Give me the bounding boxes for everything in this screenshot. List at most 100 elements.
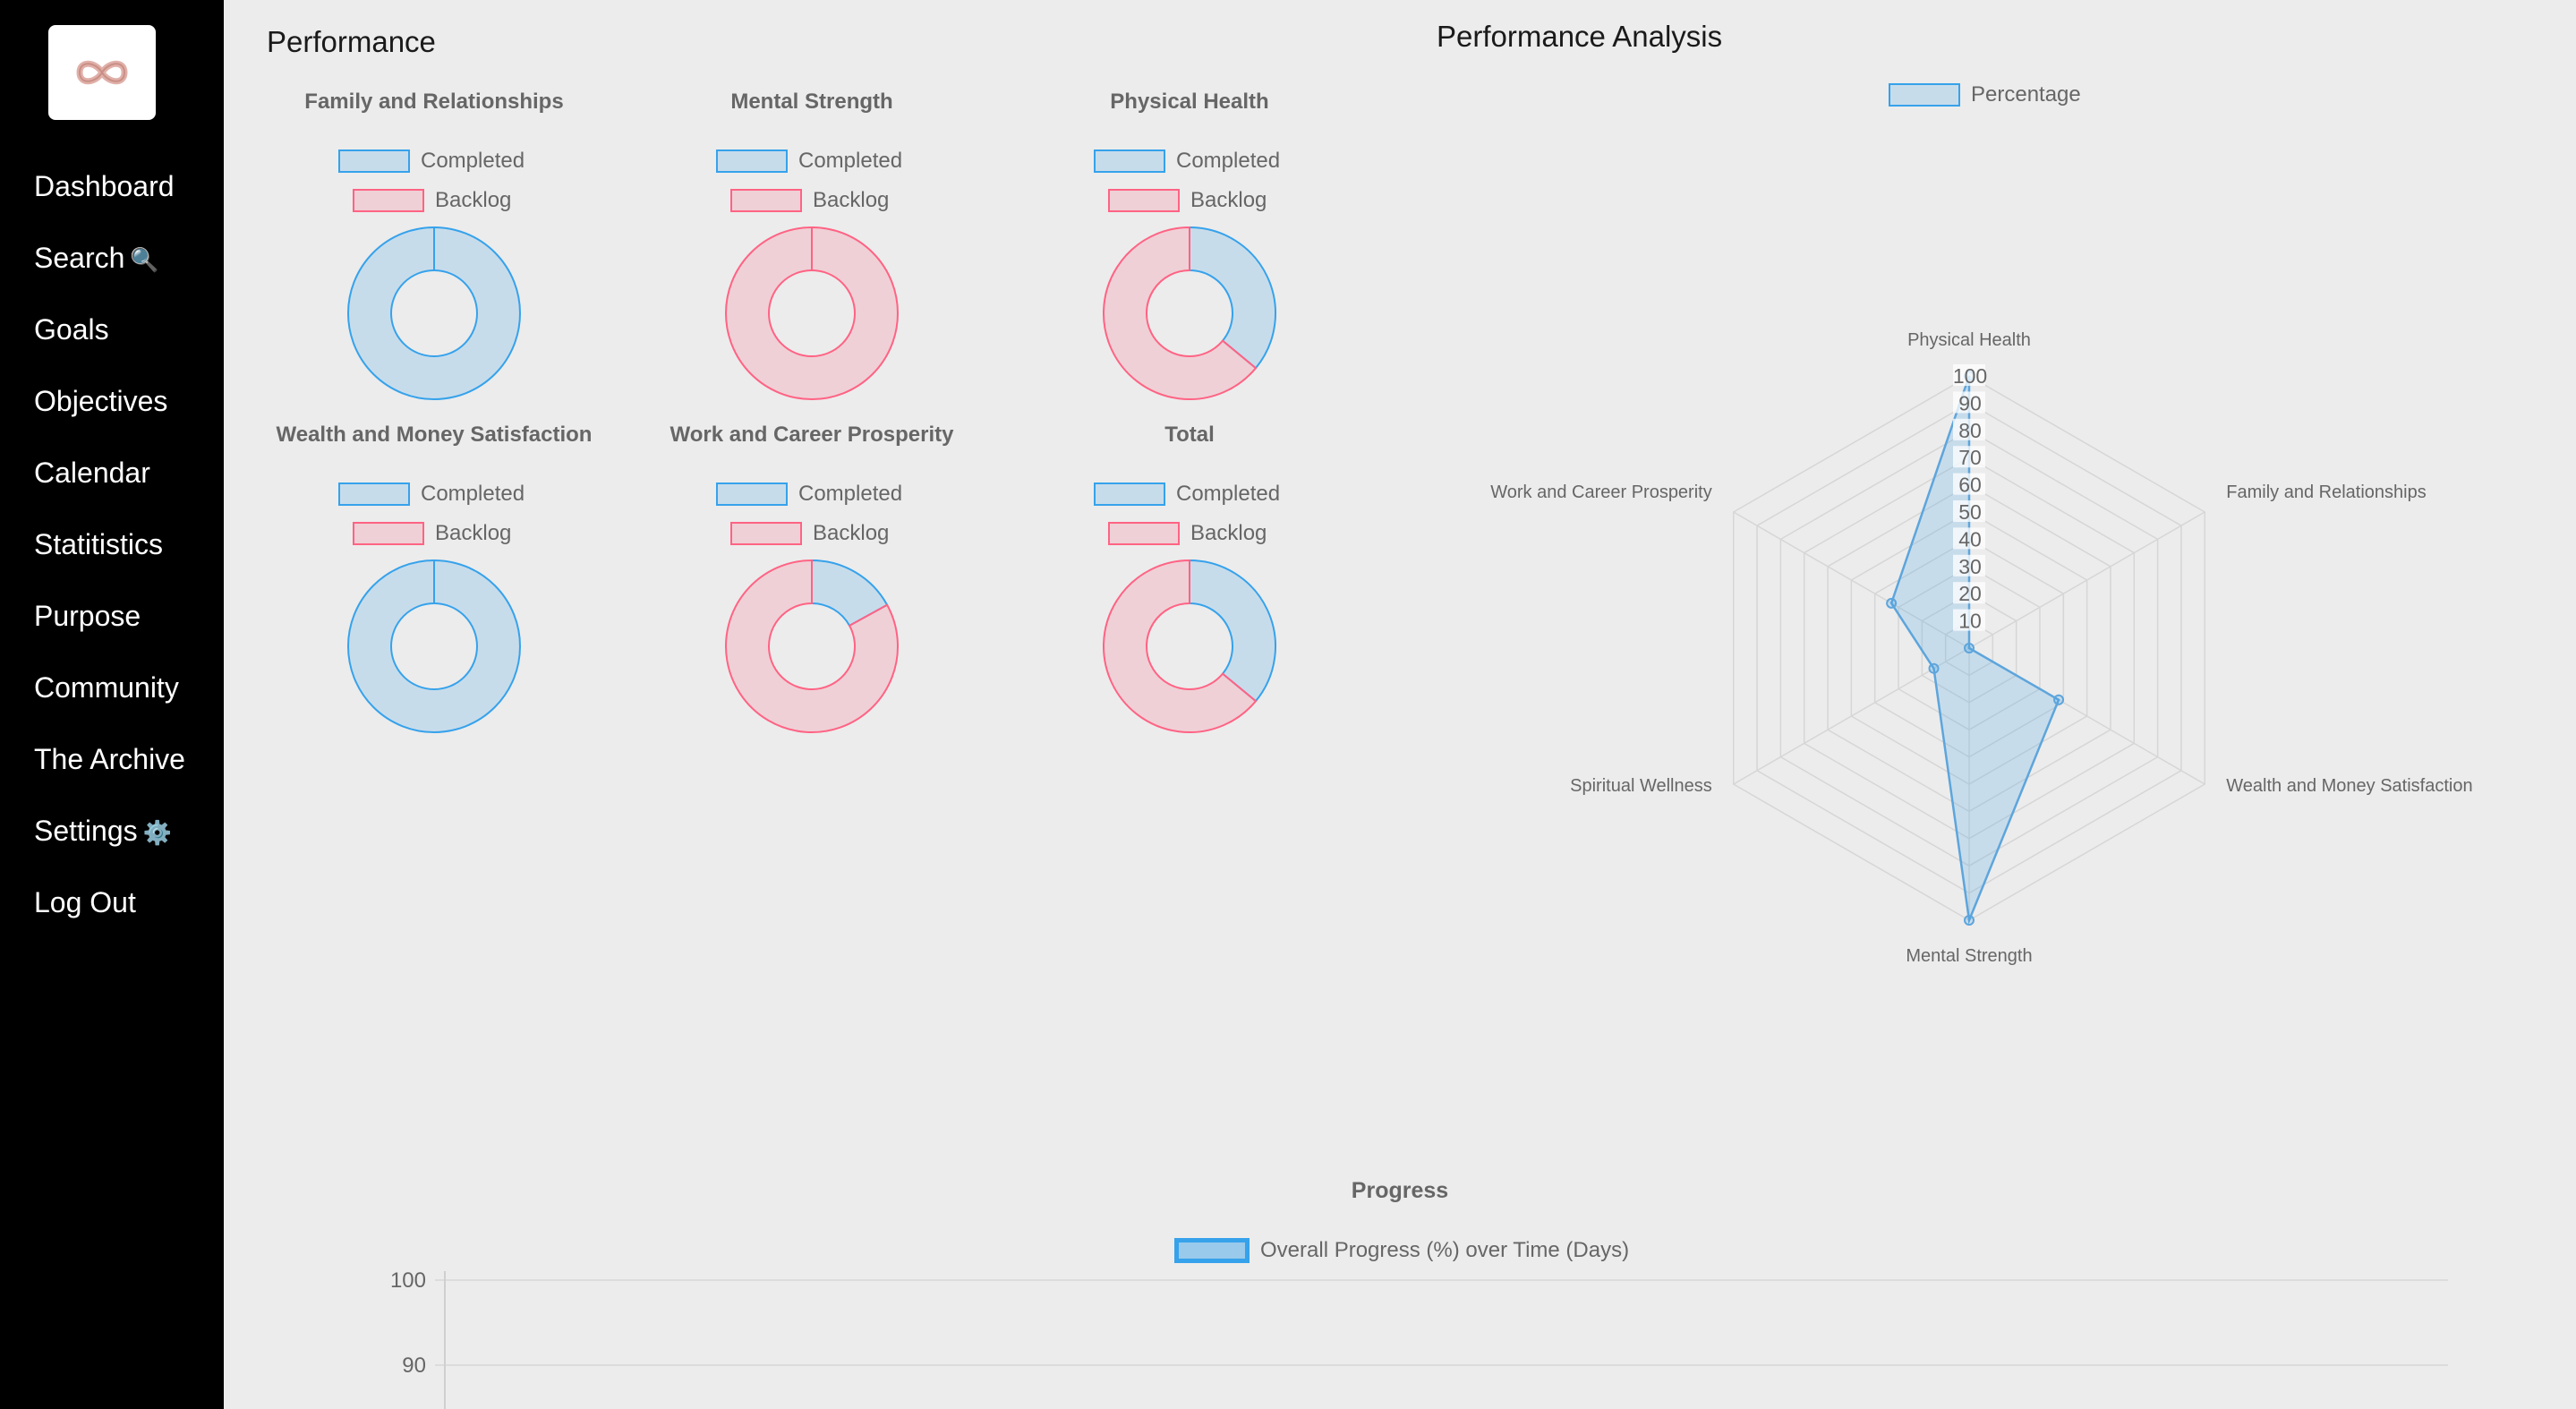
donut-slice-completed[interactable] — [346, 226, 521, 400]
legend-backlog[interactable]: Backlog — [353, 520, 511, 547]
sidebar-item-label: Dashboard — [34, 170, 175, 202]
donut-title: Total — [1164, 423, 1215, 447]
legend-completed[interactable]: Completed — [338, 481, 525, 508]
legend-swatch-completed — [1094, 149, 1165, 173]
performance-analysis-title: Performance Analysis — [1437, 20, 1723, 53]
progress-chart: 100 90 — [390, 1271, 2448, 1409]
legend-label-backlog: Backlog — [1190, 521, 1267, 545]
legend-swatch-backlog — [730, 522, 802, 545]
donut-chart — [725, 559, 900, 733]
radar-axis-label-mental-strength: Mental Strength — [1906, 946, 2032, 966]
performance-title: Performance — [267, 25, 436, 58]
legend-backlog[interactable]: Backlog — [730, 520, 889, 547]
progress-legend-label: Overall Progress (%) over Time (Days) — [1260, 1238, 1630, 1262]
legend-label-completed: Completed — [421, 482, 525, 506]
sidebar: Dashboard Search 🔍 Goals Objectives Calendar S… — [0, 0, 224, 1409]
donut-slice-backlog[interactable] — [1103, 559, 1258, 733]
legend-swatch-completed — [716, 149, 788, 173]
progress-legend[interactable]: Overall Progress (%) over Time (Days) — [1174, 1238, 1629, 1263]
radar-chart: 10 20 30 40 50 60 70 80 90 100 Physical Health Fami… — [1490, 330, 2472, 966]
legend-swatch-completed — [338, 482, 410, 506]
legend-backlog[interactable]: Backlog — [1108, 520, 1267, 547]
progress-y-tick-label: 90 — [402, 1353, 426, 1378]
sidebar-item-statitistics[interactable]: Statitistics — [34, 528, 163, 561]
sidebar-item-the-archive[interactable]: The Archive — [34, 743, 185, 776]
donut-chart — [346, 559, 521, 733]
sidebar-item-calendar[interactable]: Calendar — [34, 457, 150, 490]
legend-completed[interactable]: Completed — [716, 148, 902, 175]
legend-label-completed: Completed — [1176, 149, 1281, 173]
donut-slice-backlog[interactable] — [1103, 226, 1258, 400]
sidebar-item-search[interactable]: Search 🔍 — [34, 242, 159, 275]
radar-tick-label: 50 — [1958, 500, 1982, 524]
sidebar-item-settings[interactable]: Settings ⚙️ — [34, 815, 172, 848]
legend-swatch-backlog — [353, 522, 424, 545]
donut-title: Work and Career Prosperity — [670, 423, 954, 447]
legend-swatch-backlog — [1108, 522, 1180, 545]
legend-swatch-completed — [338, 149, 410, 173]
sidebar-item-label: Statitistics — [34, 528, 164, 560]
donut-card-mental-strength: Mental Strength Completed Backlog — [624, 90, 1000, 421]
radar-tick-backdrop — [1953, 500, 1985, 522]
legend-backlog[interactable]: Backlog — [730, 187, 889, 214]
legend-completed[interactable]: Completed — [338, 148, 525, 175]
sidebar-item-log-out[interactable]: Log Out — [34, 886, 136, 919]
infinity-logo-icon — [76, 60, 128, 85]
legend-completed[interactable]: Completed — [1094, 148, 1280, 175]
sidebar-item-label: Settings — [34, 815, 138, 847]
legend-label-completed: Completed — [798, 149, 903, 173]
sidebar-item-objectives[interactable]: Objectives — [34, 385, 167, 418]
legend-label-completed: Completed — [1176, 482, 1281, 506]
radar-spoke — [1733, 511, 1970, 649]
legend-label-backlog: Backlog — [435, 188, 512, 212]
donut-title: Family and Relationships — [304, 90, 564, 114]
donut-slice-backlog[interactable] — [724, 226, 899, 400]
radar-legend-label: Percentage — [1971, 82, 2081, 107]
legend-backlog[interactable]: Backlog — [1108, 187, 1267, 214]
progress-title: Progress — [1351, 1178, 1449, 1203]
radar-series-percentage — [1889, 375, 2060, 925]
donut-slice-completed[interactable] — [346, 559, 521, 733]
donut-card-total: Total Completed Backlog — [1002, 423, 1378, 754]
sidebar-item-label: Objectives — [34, 385, 168, 417]
sidebar-item-dashboard[interactable]: Dashboard — [34, 170, 175, 203]
sidebar-item-purpose[interactable]: Purpose — [34, 600, 141, 633]
radar-tick-label: 80 — [1958, 419, 1982, 442]
radar-tick-backdrop — [1953, 609, 1985, 631]
legend-completed[interactable]: Completed — [716, 481, 902, 508]
donut-title: Wealth and Money Satisfaction — [276, 423, 593, 447]
radar-point-work-and-career-prosperity[interactable] — [1886, 597, 1898, 609]
radar-tick-backdrop — [1953, 446, 1985, 468]
progress-y-tick-label: 100 — [390, 1271, 426, 1293]
radar-point-mental-strength[interactable] — [1964, 915, 1975, 926]
legend-label-backlog: Backlog — [1190, 188, 1267, 212]
sidebar-item-goals[interactable]: Goals — [34, 313, 109, 346]
legend-swatch-completed — [716, 482, 788, 506]
sidebar-item-label: Log Out — [34, 886, 136, 918]
radar-point-spiritual-wellness[interactable] — [1928, 662, 1940, 674]
radar-tick-backdrop — [1953, 554, 1985, 576]
app-logo[interactable] — [48, 25, 156, 120]
donut-slice-completed[interactable] — [1189, 559, 1276, 703]
radar-tick-label: 40 — [1958, 527, 1982, 551]
donut-slice-backlog[interactable] — [725, 559, 900, 733]
donut-slice-completed[interactable] — [1189, 226, 1276, 370]
legend-completed[interactable]: Completed — [1094, 481, 1280, 508]
radar-tick-backdrop — [1953, 418, 1985, 440]
radar-axis-label-family-and-relationships: Family and Relationships — [2226, 482, 2426, 502]
legend-backlog[interactable]: Backlog — [353, 187, 511, 214]
legend-label-completed: Completed — [421, 149, 525, 173]
legend-swatch-backlog — [730, 189, 802, 212]
radar-axis-label-work-and-career-prosperity: Work and Career Prosperity — [1490, 482, 1712, 502]
sidebar-item-community[interactable]: Community — [34, 671, 179, 704]
legend-label-completed: Completed — [798, 482, 903, 506]
radar-tick-backdrop — [1953, 582, 1985, 604]
radar-legend[interactable]: Percentage — [1889, 82, 2081, 107]
legend-swatch-backlog — [353, 189, 424, 212]
donut-card-family-and-relationships: Family and Relationships Completed Backlog — [246, 90, 622, 421]
radar-tick-label: 60 — [1958, 474, 1982, 497]
radar-tick-backdrop — [1953, 391, 1985, 414]
radar-point-family-and-relationships[interactable] — [1964, 643, 1975, 653]
radar-point-wealth-and-money-satisfaction[interactable] — [2053, 694, 2065, 705]
gear-icon: ⚙️ — [142, 819, 172, 846]
